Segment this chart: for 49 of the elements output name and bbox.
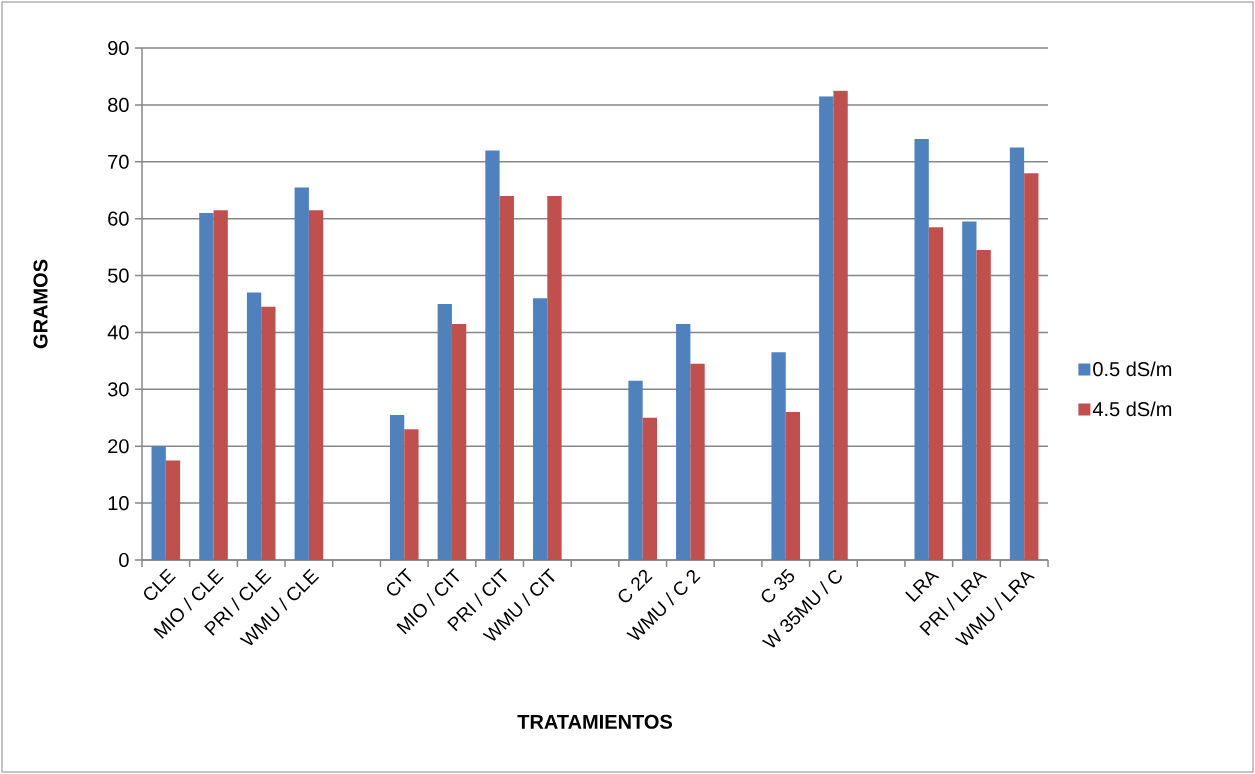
y-tick-label: 10 <box>108 496 129 511</box>
bar <box>690 363 705 560</box>
bar <box>976 249 991 560</box>
bar <box>676 323 691 560</box>
y-tick-label: 50 <box>108 268 129 283</box>
y-tick-label: 60 <box>108 211 129 226</box>
bar <box>962 221 977 560</box>
bar <box>533 298 548 560</box>
bar <box>1009 147 1025 560</box>
bar <box>771 352 786 560</box>
x-tick-label: CLE <box>144 568 176 601</box>
bar <box>628 380 643 560</box>
bar <box>642 417 657 560</box>
bar <box>547 195 562 560</box>
y-tick-label: 40 <box>107 325 129 340</box>
bar <box>294 187 309 560</box>
y-axis-title: GRAMOS <box>33 259 48 349</box>
bar <box>246 292 262 560</box>
x-tick-label: LRA <box>905 571 940 602</box>
legend-label: 0.5 dS/m <box>1093 361 1172 377</box>
bar <box>819 96 834 560</box>
bar <box>437 304 452 560</box>
bar <box>914 139 929 560</box>
bar <box>151 446 166 560</box>
bar <box>389 414 405 560</box>
y-tick-label: 70 <box>108 154 129 169</box>
bar <box>199 212 214 560</box>
bar <box>485 150 500 560</box>
x-tick-label: CIT <box>386 568 412 596</box>
legend-label: 4.5 dS/m <box>1092 401 1172 417</box>
y-tick-label: 30 <box>107 382 129 397</box>
bar <box>308 210 324 560</box>
bar <box>165 460 181 560</box>
bar <box>213 210 228 560</box>
y-tick-label: 20 <box>108 439 129 454</box>
x-tick-label: C 35 <box>761 568 795 603</box>
y-tick-label: 90 <box>108 40 129 56</box>
bar <box>451 323 467 560</box>
bar <box>1024 173 1039 560</box>
x-tick-label: C 22 <box>618 569 653 603</box>
bar <box>928 227 944 560</box>
y-tick-label: 0 <box>119 552 129 568</box>
bar <box>785 412 801 560</box>
bar <box>833 90 848 560</box>
bar <box>261 306 276 560</box>
bar <box>499 195 514 560</box>
y-tick-label: 80 <box>108 97 129 112</box>
x-axis-title: TRATAMIENTOS <box>517 714 673 729</box>
bar <box>404 429 419 560</box>
